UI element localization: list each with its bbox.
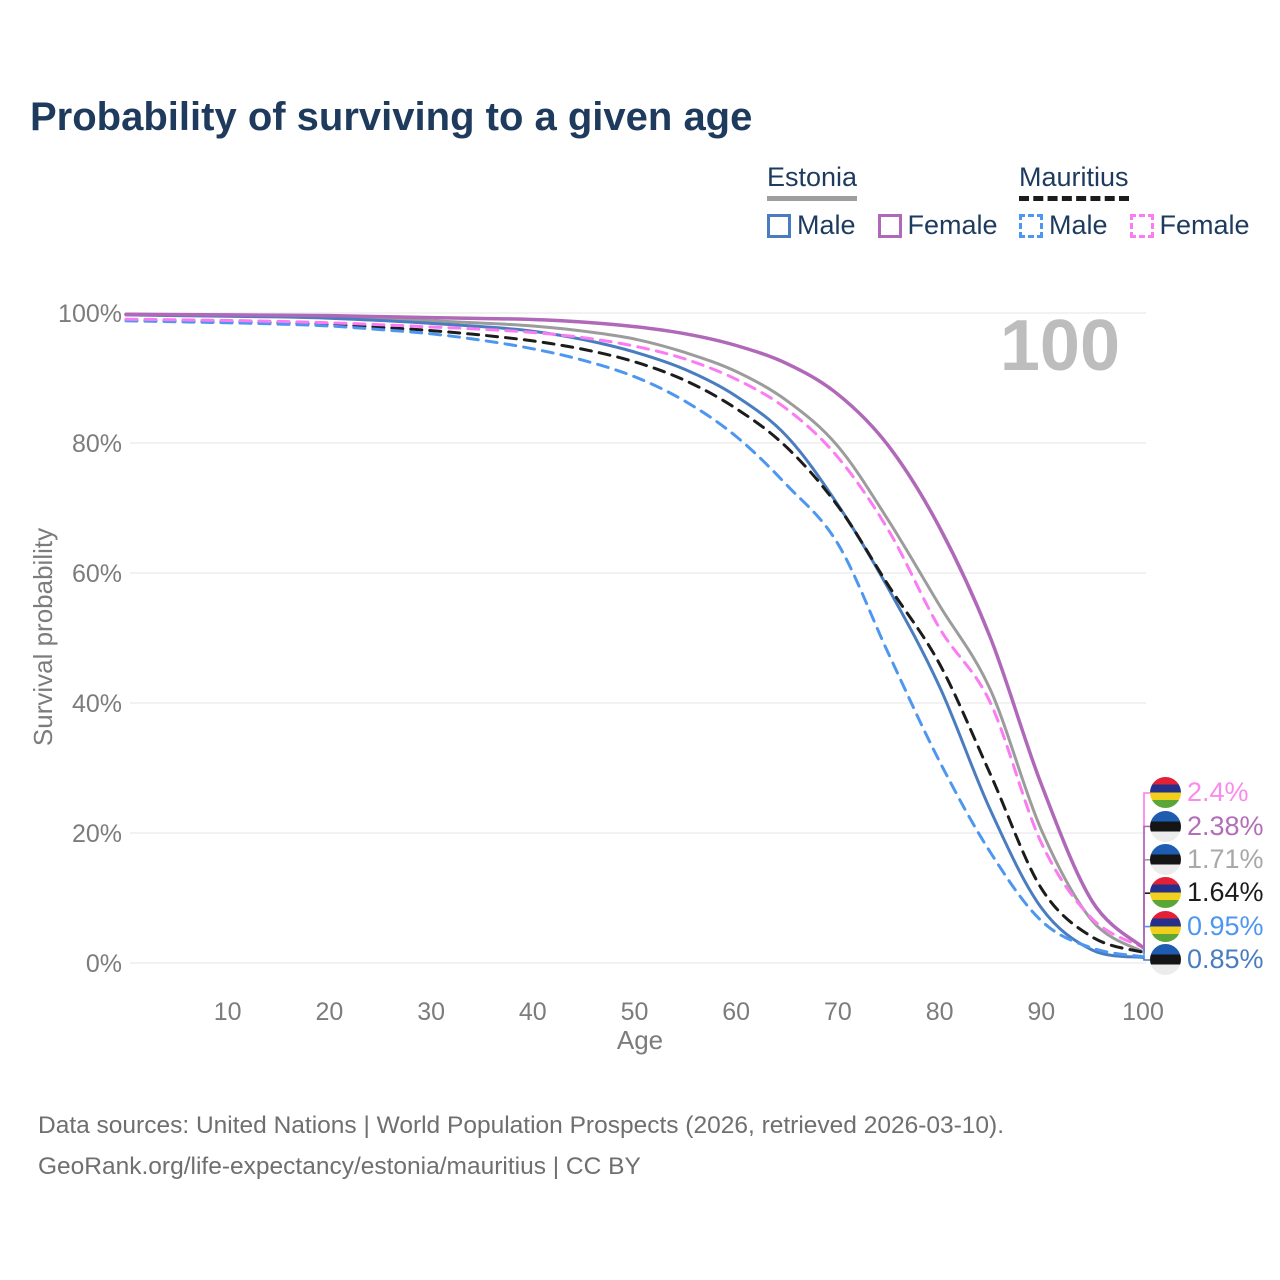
end-label-estonia-male: 0.85% bbox=[1150, 943, 1264, 976]
estonia-flag-icon bbox=[1150, 810, 1181, 842]
mauritius-flag-icon bbox=[1150, 777, 1181, 809]
y-tick-label: 0% bbox=[86, 950, 122, 978]
legend-item-estonia-female[interactable]: Female bbox=[877, 210, 998, 241]
legend-swatch-estonia-female bbox=[877, 213, 902, 238]
legend-items-estonia: Male Female bbox=[767, 210, 1020, 241]
legend-label: Female bbox=[907, 210, 998, 240]
x-axis-label: Age bbox=[617, 1025, 663, 1055]
end-label-value: 1.71% bbox=[1187, 843, 1264, 874]
y-tick-label: 80% bbox=[72, 430, 122, 458]
legend-swatch-mauritius-male bbox=[1019, 213, 1043, 238]
end-label-value: 0.95% bbox=[1187, 910, 1264, 941]
watermark-age-100: 100 bbox=[1000, 306, 1120, 386]
footer: Data sources: United Nations | World Pop… bbox=[38, 1105, 1004, 1187]
x-tick-label: 10 bbox=[214, 998, 242, 1026]
legend-label: Male bbox=[1049, 210, 1108, 240]
legend-item-mauritius-female[interactable]: Female bbox=[1129, 210, 1250, 241]
y-tick-label: 40% bbox=[72, 690, 122, 718]
chart-title: Probability of surviving to a given age bbox=[30, 95, 753, 139]
x-tick-label: 30 bbox=[417, 998, 445, 1026]
estonia-flag-icon bbox=[1150, 944, 1181, 976]
footer-url: GeoRank.org/life-expectancy/estonia/maur… bbox=[38, 1153, 641, 1180]
end-label-mauritius-total: 1.64% bbox=[1150, 876, 1264, 909]
legend-swatch-mauritius-female bbox=[1129, 213, 1154, 238]
legend-items-mauritius: Male Female bbox=[1019, 210, 1272, 241]
x-tick-label: 50 bbox=[621, 998, 649, 1026]
end-label-mauritius-female: 2.4% bbox=[1150, 776, 1264, 809]
curve-estonia-male[interactable] bbox=[124, 313, 1145, 959]
y-axis-label: Survival probability bbox=[28, 528, 58, 746]
end-label-mauritius-male: 0.95% bbox=[1150, 910, 1264, 943]
curve-mauritius-male[interactable] bbox=[124, 319, 1145, 959]
end-label-value: 0.85% bbox=[1187, 944, 1264, 975]
x-tick-label: 80 bbox=[926, 998, 954, 1026]
end-label-value: 2.4% bbox=[1187, 777, 1249, 808]
legend-group-title-mauritius: Mauritius bbox=[1019, 162, 1129, 201]
legend-group-title-estonia: Estonia bbox=[767, 162, 858, 201]
curve-mauritius-total[interactable] bbox=[124, 318, 1145, 954]
x-tick-label: 20 bbox=[315, 998, 343, 1026]
legend-group-estonia: Estonia Male Female bbox=[767, 162, 1020, 241]
x-tick-label: 100 bbox=[1122, 998, 1164, 1026]
x-tick-label: 60 bbox=[722, 998, 750, 1026]
estonia-flag-icon bbox=[1150, 843, 1181, 875]
end-label-value: 1.64% bbox=[1187, 877, 1264, 908]
x-tick-label: 40 bbox=[519, 998, 547, 1026]
legend-swatch-estonia-male bbox=[767, 213, 791, 238]
end-label-estonia-female: 2.38% bbox=[1150, 809, 1264, 842]
legend-label: Male bbox=[797, 210, 856, 240]
legend-item-estonia-male[interactable]: Male bbox=[767, 210, 856, 241]
legend-label: Female bbox=[1159, 210, 1250, 240]
end-label-estonia-total: 1.71% bbox=[1150, 843, 1264, 876]
footer-sources: Data sources: United Nations | World Pop… bbox=[38, 1112, 1005, 1139]
mauritius-flag-icon bbox=[1150, 877, 1181, 909]
y-tick-label: 100% bbox=[58, 300, 122, 328]
legend-item-mauritius-male[interactable]: Male bbox=[1019, 210, 1108, 241]
legend-group-mauritius: Mauritius Male Female bbox=[1019, 162, 1272, 241]
y-tick-label: 20% bbox=[72, 820, 122, 848]
curve-estonia-female[interactable] bbox=[124, 312, 1145, 950]
curve-mauritius-female[interactable] bbox=[124, 317, 1145, 949]
x-tick-label: 90 bbox=[1027, 998, 1055, 1026]
mauritius-flag-icon bbox=[1150, 910, 1181, 942]
y-tick-label: 60% bbox=[72, 560, 122, 588]
end-label-value: 2.38% bbox=[1187, 810, 1264, 841]
x-tick-label: 70 bbox=[824, 998, 852, 1026]
end-labels: 2.4% 2.38% 1.71% 1.64% 0.95% 0.85% bbox=[1150, 776, 1264, 976]
